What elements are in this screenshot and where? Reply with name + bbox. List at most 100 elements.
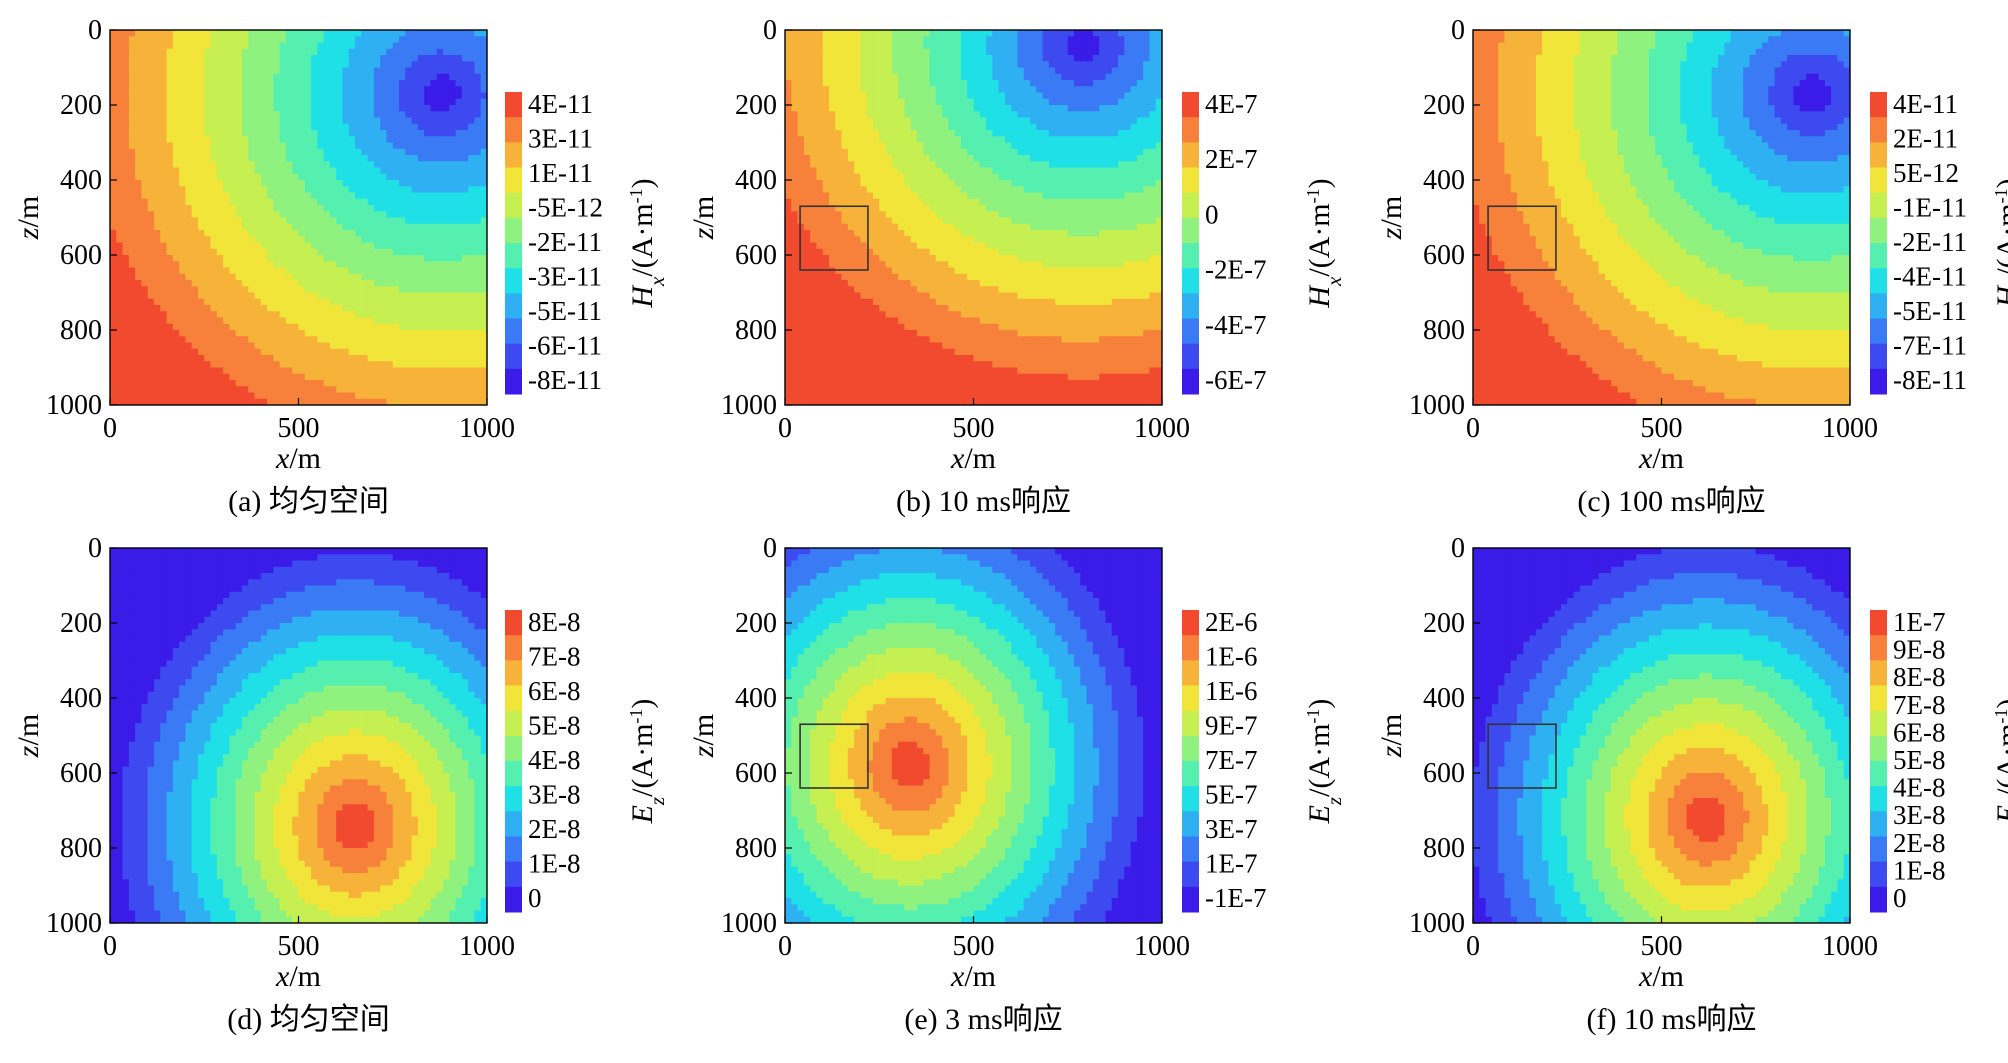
heatmap-cell: [135, 317, 143, 325]
heatmap-cell: [348, 373, 356, 381]
heatmap-cell: [847, 280, 855, 287]
heatmap-cell: [323, 173, 331, 181]
heatmap-cell: [342, 30, 350, 37]
heatmap-cell: [248, 130, 256, 137]
heatmap-cell: [179, 205, 186, 212]
heatmap-cell: [810, 261, 818, 269]
heatmap-cell: [480, 105, 487, 112]
heatmap-cell: [424, 198, 432, 206]
heatmap-cell: [329, 80, 337, 87]
heatmap-cell: [835, 386, 843, 394]
heatmap-cell: [172, 348, 180, 356]
heatmap-cell: [166, 130, 174, 137]
heatmap-cell: [153, 298, 161, 306]
heatmap-cell: [248, 198, 256, 206]
heatmap-cell: [304, 267, 312, 275]
heatmap-cell: [116, 248, 124, 256]
heatmap-cell: [361, 305, 369, 312]
heatmap-cell: [166, 205, 174, 212]
heatmap-cell: [260, 242, 268, 250]
heatmap-cell: [241, 342, 249, 350]
heatmap-cell: [216, 273, 224, 281]
heatmap-cell: [373, 155, 381, 162]
heatmap-cell: [810, 373, 818, 381]
heatmap-cell: [417, 248, 425, 256]
heatmap-cell: [797, 367, 805, 375]
heatmap-cell: [323, 73, 331, 81]
heatmap-cell: [135, 130, 143, 137]
heatmap-cell: [191, 42, 199, 50]
heatmap-cell: [241, 248, 249, 256]
heatmap-cell: [128, 148, 136, 156]
heatmap-cell: [166, 61, 174, 69]
heatmap-cell: [417, 286, 425, 294]
heatmap-cell: [166, 305, 174, 312]
heatmap-cell: [147, 392, 155, 400]
heatmap-cell: [847, 367, 855, 375]
heatmap-cell: [197, 205, 205, 212]
heatmap-cell: [204, 323, 212, 331]
heatmap-cell: [292, 361, 300, 369]
heatmap-cell: [179, 355, 186, 362]
heatmap-cell: [210, 36, 218, 44]
heatmap-cell: [803, 67, 811, 75]
heatmap-cell: [468, 142, 476, 150]
heatmap-cell: [342, 136, 350, 144]
heatmap-cell: [317, 336, 325, 344]
heatmap-cell: [424, 330, 432, 337]
heatmap-cell: [822, 230, 830, 237]
heatmap-cell: [898, 192, 905, 200]
heatmap-cell: [311, 286, 318, 294]
heatmap-cell: [797, 298, 805, 306]
heatmap-cell: [122, 223, 130, 231]
heatmap-cell: [847, 198, 855, 206]
heatmap-cell: [116, 217, 124, 225]
heatmap-cell: [822, 211, 830, 219]
heatmap-cell: [455, 336, 463, 344]
heatmap-cell: [197, 105, 205, 112]
heatmap-cell: [160, 298, 168, 306]
heatmap-cell: [816, 105, 824, 112]
heatmap-cell: [323, 36, 331, 44]
heatmap-cell: [223, 55, 230, 62]
heatmap-cell: [392, 330, 400, 337]
heatmap-cell: [329, 398, 337, 405]
heatmap-cell: [923, 130, 931, 137]
heatmap-cell: [436, 111, 444, 119]
heatmap-cell: [160, 373, 168, 381]
heatmap-cell: [828, 67, 836, 75]
heatmap-cell: [885, 117, 893, 125]
heatmap-cell: [355, 361, 362, 369]
heatmap-cell: [285, 323, 293, 331]
heatmap-cell: [480, 248, 487, 256]
heatmap-cell: [204, 92, 212, 100]
heatmap-cell: [916, 105, 924, 112]
heatmap-cell: [847, 273, 855, 281]
heatmap-cell: [386, 192, 394, 200]
heatmap-cell: [254, 30, 262, 37]
heatmap-cell: [405, 30, 413, 37]
heatmap-cell: [797, 36, 805, 44]
heatmap-cell: [273, 192, 281, 200]
heatmap-cell: [866, 130, 874, 137]
heatmap-cell: [785, 336, 792, 344]
heatmap-cell: [110, 311, 117, 319]
heatmap-cell: [147, 98, 155, 106]
heatmap-cell: [336, 155, 344, 162]
heatmap-cell: [803, 98, 811, 106]
heatmap-cell: [160, 330, 168, 337]
heatmap-cell: [392, 392, 400, 400]
heatmap-cell: [380, 255, 388, 262]
heatmap-cell: [285, 30, 293, 37]
heatmap-cell: [449, 86, 457, 94]
heatmap-cell: [866, 105, 874, 112]
heatmap-cell: [122, 80, 130, 87]
heatmap-cell: [110, 286, 117, 294]
heatmap-cell: [317, 130, 325, 137]
heatmap-cell: [185, 48, 193, 56]
heatmap-cell: [361, 367, 369, 375]
heatmap-cell: [223, 173, 230, 181]
heatmap-cell: [128, 323, 136, 331]
heatmap-cell: [835, 86, 843, 94]
heatmap-cell: [810, 111, 818, 119]
